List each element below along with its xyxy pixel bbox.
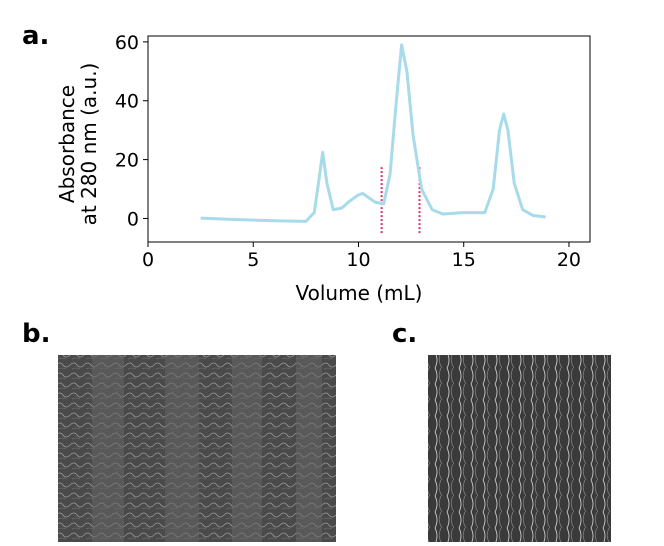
data-line — [200, 43, 546, 223]
micrograph-c — [428, 355, 611, 542]
x-tick-label: 20 — [557, 249, 581, 271]
y-tick-label: 40 — [115, 91, 139, 113]
micrograph-b — [58, 355, 336, 542]
panel-label: a. — [22, 21, 49, 51]
x-axis-label: Volume (mL) — [296, 281, 423, 305]
x-tick-label: 5 — [247, 249, 259, 271]
y-axis-label: at 280 nm (a.u.) — [77, 63, 101, 226]
y-axis-label: Absorbance — [55, 85, 79, 203]
x-tick-label: 0 — [142, 249, 154, 271]
y-tick-label: 0 — [127, 208, 139, 230]
panel-label: c. — [392, 319, 417, 349]
x-tick-label: 10 — [346, 249, 370, 271]
x-tick-label: 15 — [452, 249, 476, 271]
plot-frame — [147, 35, 591, 243]
y-tick-label: 60 — [115, 32, 139, 54]
panel-label: b. — [22, 319, 51, 349]
y-tick-label: 20 — [115, 150, 139, 172]
